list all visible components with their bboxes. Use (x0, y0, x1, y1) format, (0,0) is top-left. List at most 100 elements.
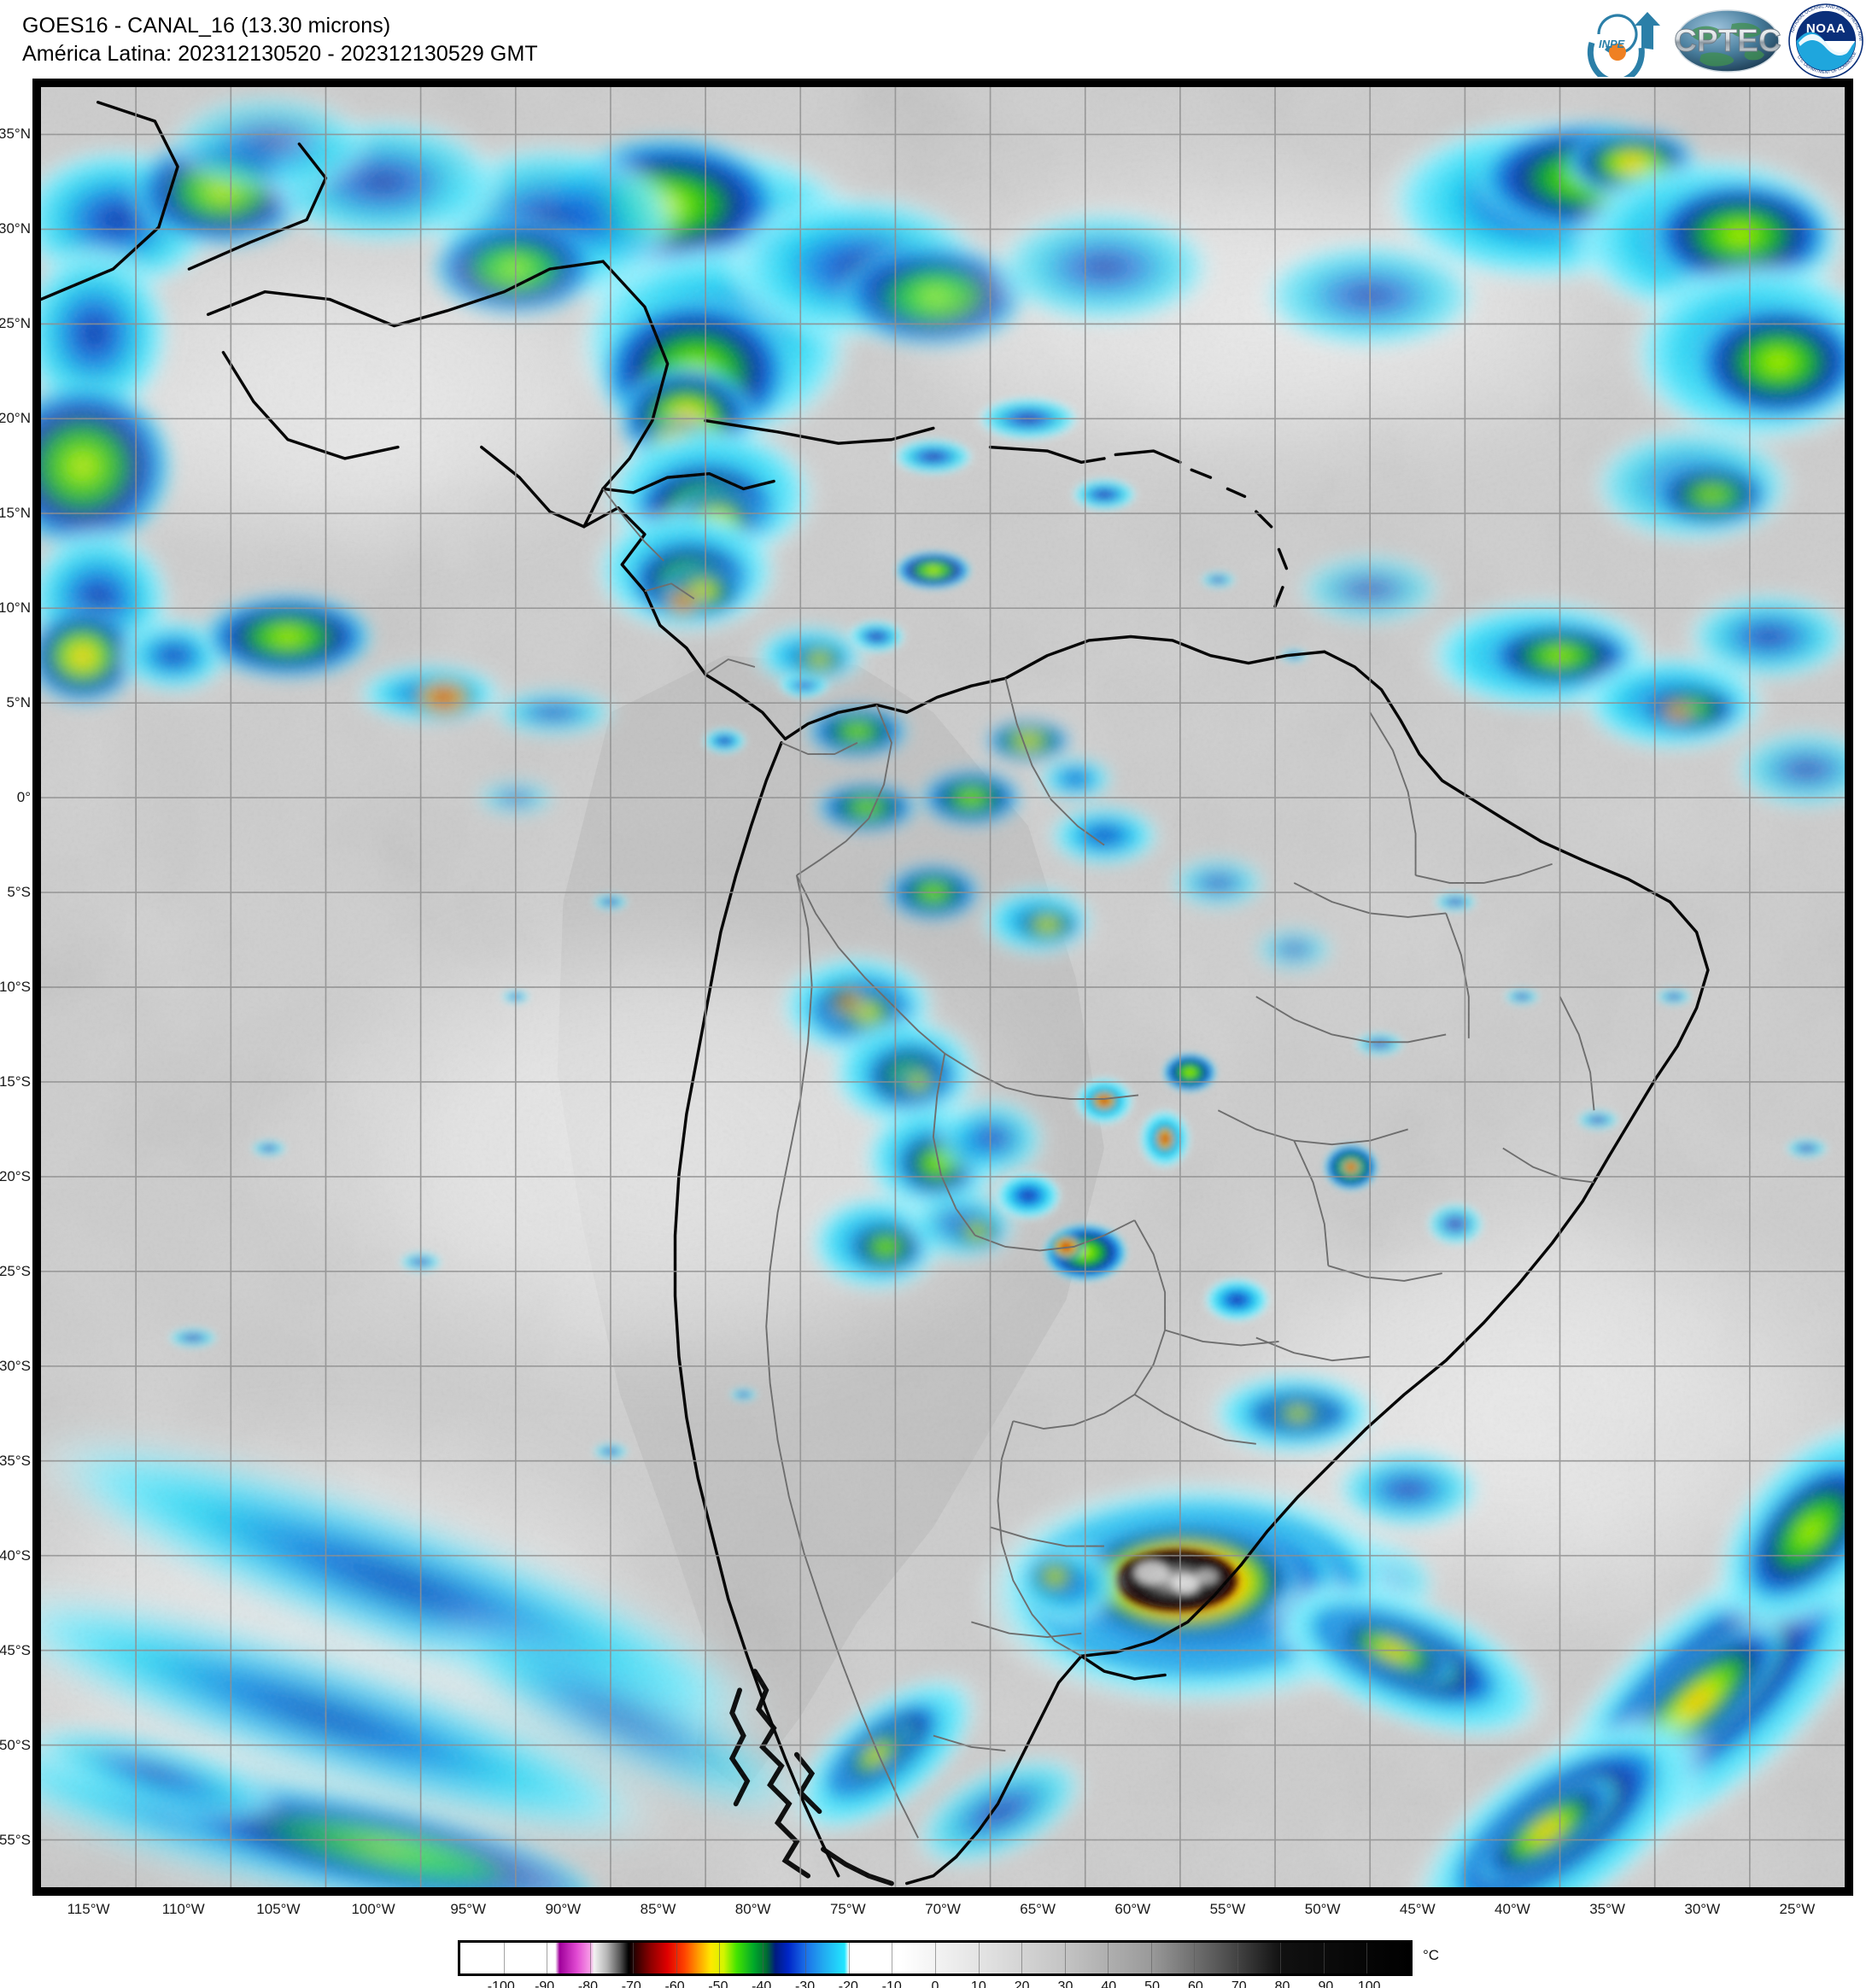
colorbar-tick-label: 10 (970, 1979, 986, 1988)
colorbar-tick-label: -40 (752, 1979, 772, 1988)
colorbar-tick (1237, 1943, 1238, 1973)
frame-tick-band-bottom (1418, 1887, 1512, 1896)
longitude-tick-label: 115°W (67, 1901, 110, 1917)
cptec-logo-label: CPTEC (1674, 23, 1781, 58)
colorbar-legend: -100 -90 -80 -70 -60 -50 -40 -30 -20 -10 0 10 20 30 40… (458, 1940, 1439, 1988)
colorbar-tick-label: 80 (1274, 1979, 1290, 1988)
inpe-logo: INPE (1587, 12, 1660, 77)
longitude-tick-label: 95°W (450, 1901, 487, 1917)
noaa-logo: NOAA NATIONAL OCEANIC AND ATMOSPHERIC AD… (1787, 3, 1863, 79)
colorbar-tick (805, 1943, 807, 1973)
frame-tick-band-left (32, 513, 41, 608)
colorbar-tick-label: -30 (794, 1979, 816, 1988)
frame-tick-band-right (1845, 1461, 1853, 1556)
latitude-tick-label: 15°N (0, 505, 31, 522)
title-block: GOES16 - CANAL_16 (13.30 microns) Améric… (22, 12, 538, 68)
frame-tick-band-right (1845, 513, 1853, 608)
frame-tick-band-left (32, 1272, 41, 1366)
frame-tick-band-bottom (1038, 1887, 1132, 1896)
frame-tick-band-left (32, 134, 41, 229)
page-title: GOES16 - CANAL_16 (13.30 microns) (22, 14, 391, 38)
colorbar-tick-label: -10 (881, 1979, 902, 1988)
frame-tick-band-left (32, 1082, 41, 1177)
frame-tick-band-bottom (1607, 1887, 1702, 1896)
colorbar-tick (1323, 1943, 1325, 1973)
frame-tick-band-right (1845, 1651, 1853, 1745)
colorbar-tick (1150, 1943, 1152, 1973)
frame-tick-band-bottom (848, 1887, 943, 1896)
inpe-logo-label: INPE (1599, 38, 1625, 50)
longitude-tick-label: 35°W (1589, 1901, 1625, 1917)
latitude-tick-label: 20°N (0, 410, 31, 427)
latitude-tick-label: 35°S (0, 1452, 31, 1469)
frame-tick-band-right (1845, 324, 1853, 418)
longitude-tick-label: 90°W (545, 1901, 582, 1917)
frame-tick-band-bottom (278, 1887, 373, 1896)
colorbar-tick-label: -100 (487, 1979, 515, 1988)
noaa-logo-label: NOAA (1806, 21, 1846, 36)
frame-tick-band-top (1418, 79, 1512, 87)
colorbar-tick (848, 1943, 850, 1973)
colorbar-tick (589, 1943, 591, 1973)
colorbar-tick-label: 70 (1231, 1979, 1247, 1988)
colorbar-tick-label: 50 (1144, 1979, 1160, 1988)
longitude-tick-label: 55°W (1209, 1901, 1246, 1917)
latitude-tick-label: 40°S (0, 1547, 31, 1564)
frame-tick-band-right (1845, 892, 1853, 987)
frame-tick-band-top (1038, 79, 1132, 87)
colorbar-tick (1194, 1943, 1196, 1973)
colorbar-tick-label: -80 (577, 1979, 599, 1988)
colorbar-tick-label: -90 (535, 1979, 555, 1988)
colorbar-tick-label: 40 (1101, 1979, 1117, 1988)
latitude-tick-label: 35°N (0, 126, 31, 143)
longitude-tick-label: 75°W (829, 1901, 866, 1917)
frame-tick-band-right (1845, 1272, 1853, 1366)
latitude-tick-label: 55°S (0, 1831, 31, 1848)
frame-tick-band-top (848, 79, 943, 87)
frame-tick-band-bottom (89, 1887, 184, 1896)
colorbar-tick (1108, 1943, 1109, 1973)
frame-tick-band-left (32, 892, 41, 987)
satellite-imagery (41, 87, 1845, 1887)
colorbar-tick (935, 1943, 936, 1973)
colorbar-tick-label: -70 (621, 1979, 641, 1988)
longitude-tick-label: 30°W (1684, 1901, 1721, 1917)
colorbar-tick-label: 100 (1357, 1979, 1381, 1988)
longitude-tick-label: 80°W (734, 1901, 771, 1917)
latitude-tick-label: 20°S (0, 1167, 31, 1184)
frame-tick-band-top (1227, 79, 1322, 87)
longitude-tick-label: 105°W (256, 1901, 301, 1917)
longitude-tick-label: 65°W (1020, 1901, 1056, 1917)
cptec-logo: CPTEC (1674, 9, 1781, 73)
colorbar-tick (978, 1943, 980, 1973)
latitude-tick-label: 5°S (7, 884, 31, 901)
colorbar-tick (633, 1943, 635, 1973)
longitude-tick-label: 40°W (1495, 1901, 1530, 1917)
colorbar-tick (676, 1943, 677, 1973)
latitude-tick-label: 30°N (0, 220, 31, 237)
colorbar-tick (1280, 1943, 1282, 1973)
latitude-tick-label: 25°S (0, 1262, 31, 1279)
frame-tick-band-right (1845, 703, 1853, 798)
latitude-tick-label: 5°N (6, 694, 31, 711)
longitude-tick-label: 70°W (925, 1901, 961, 1917)
latitude-tick-label: 0° (16, 789, 31, 806)
frame-tick-band-top (89, 79, 184, 87)
frame-tick-band-top (1607, 79, 1702, 87)
longitude-tick-label: 60°W (1114, 1901, 1151, 1917)
colorbar-tick-label: 30 (1057, 1979, 1073, 1988)
colorbar-tick (719, 1943, 721, 1973)
colorbar-tick (1021, 1943, 1023, 1973)
colorbar-tick-label: -20 (838, 1979, 858, 1988)
satellite-map-frame[interactable] (32, 79, 1853, 1896)
page-subtitle: América Latina: 202312130520 - 202312130… (22, 42, 538, 66)
longitude-tick-label: 25°W (1779, 1901, 1816, 1917)
colorbar-bar (458, 1940, 1413, 1976)
colorbar-tick (1366, 1943, 1368, 1973)
colorbar-tick-label: -60 (664, 1979, 685, 1988)
frame-tick-band-bottom (1227, 1887, 1322, 1896)
frame-tick-band-top (468, 79, 563, 87)
colorbar-tick (1064, 1943, 1066, 1973)
colorbar-tick-label: 0 (931, 1979, 939, 1988)
